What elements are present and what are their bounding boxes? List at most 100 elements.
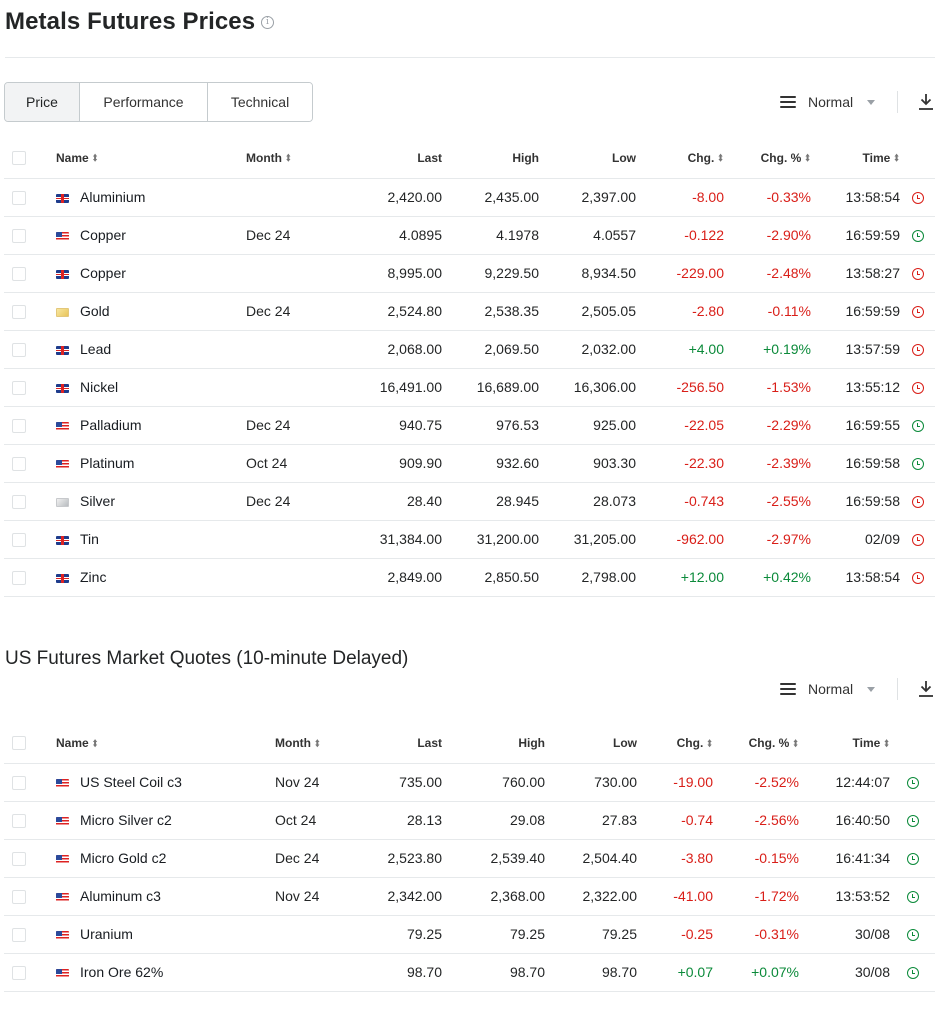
cell-low: 2,322.00 [545, 877, 637, 916]
table-row[interactable]: Silver Dec 24 28.40 28.945 28.073 -0.743 -2.55… [4, 482, 935, 521]
cell-chg-pct: -2.52% [713, 763, 799, 802]
row-checkbox[interactable] [4, 178, 34, 217]
instrument-name-link[interactable]: Copper [80, 265, 126, 281]
table-row[interactable]: Copper Dec 24 4.0895 4.1978 4.0557 -0.122 -2.9… [4, 216, 935, 255]
table-row[interactable]: Iron Ore 62% 98.70 98.70 98.70 +0.07 +0.07% 30… [4, 953, 935, 992]
cell-month: Oct 24 [246, 444, 350, 483]
sort-icon: ⬍ [883, 737, 890, 750]
clock-icon [906, 815, 919, 828]
instrument-name-link[interactable]: Uranium [80, 926, 133, 942]
cell-last: 2,420.00 [350, 178, 442, 217]
header-time[interactable]: Time ⬍ [811, 138, 900, 179]
header-last[interactable]: Last [355, 723, 442, 764]
row-checkbox[interactable] [4, 839, 34, 878]
row-checkbox[interactable] [4, 368, 34, 407]
header-time[interactable]: Time ⬍ [799, 723, 890, 764]
flag-us-icon [56, 779, 69, 788]
header-last[interactable]: Last [350, 138, 442, 179]
instrument-name-link[interactable]: Zinc [80, 569, 107, 585]
cell-time: 16:59:55 [811, 406, 900, 445]
select-all-checkbox[interactable] [4, 723, 34, 764]
header-low[interactable]: Low [539, 138, 636, 179]
instrument-name-link[interactable]: US Steel Coil c3 [80, 774, 182, 790]
row-checkbox[interactable] [4, 877, 34, 916]
row-checkbox[interactable] [4, 763, 34, 802]
tab-bar: Price Performance Technical [4, 82, 313, 122]
instrument-name-link[interactable]: Platinum [80, 455, 135, 471]
row-checkbox[interactable] [4, 444, 34, 483]
header-chg[interactable]: Chg. ⬍ [636, 138, 724, 179]
cell-last: 79.25 [355, 915, 442, 954]
instrument-name-link[interactable]: Silver [80, 493, 116, 509]
info-icon[interactable]: i [261, 16, 274, 29]
table-row[interactable]: Micro Silver c2 Oct 24 28.13 29.08 27.83 -0.7… [4, 801, 935, 840]
select-all-checkbox[interactable] [4, 138, 34, 179]
instrument-name-link[interactable]: Nickel [80, 379, 119, 395]
row-checkbox[interactable] [4, 292, 34, 331]
view-mode-select-us[interactable]: Normal [780, 681, 876, 697]
hamburger-icon [780, 96, 796, 108]
header-high[interactable]: High [442, 138, 539, 179]
instrument-name-link[interactable]: Copper [80, 227, 126, 243]
instrument-name-link[interactable]: Lead [80, 341, 112, 357]
table-row[interactable]: Palladium Dec 24 940.75 976.53 925.00 -22.05-… [4, 406, 935, 445]
download-icon[interactable] [918, 93, 934, 111]
header-high[interactable]: High [442, 723, 545, 764]
instrument-name-link[interactable]: Gold [80, 303, 110, 319]
row-checkbox[interactable] [4, 330, 34, 369]
table-row[interactable]: Gold Dec 24 2,524.80 2,538.35 2,505.05 -2.80-… [4, 292, 935, 331]
table-row[interactable]: Micro Gold c2 Dec 24 2,523.80 2,539.40 2,504… [4, 839, 935, 878]
header-low[interactable]: Low [545, 723, 637, 764]
cell-last: 735.00 [355, 763, 442, 802]
row-checkbox[interactable] [4, 406, 34, 445]
table-row[interactable]: Aluminium 2,420.00 2,435.00 2,397.00 -8.00 -0… [4, 178, 935, 217]
row-checkbox[interactable] [4, 520, 34, 559]
cell-high: 31,200.00 [442, 520, 539, 559]
tab-price[interactable]: Price [5, 83, 80, 121]
row-checkbox[interactable] [4, 254, 34, 293]
table-row[interactable]: Lead 2,068.00 2,069.50 2,032.00 +4.00 +0.19% 1… [4, 330, 935, 369]
instrument-name-link[interactable]: Aluminum c3 [80, 888, 161, 904]
instrument-name-link[interactable]: Iron Ore 62% [80, 964, 164, 980]
tab-technical[interactable]: Technical [208, 83, 312, 121]
instrument-name-link[interactable]: Aluminium [80, 189, 146, 205]
cell-low: 2,397.00 [539, 178, 636, 217]
cell-month [275, 953, 355, 992]
clock-icon [906, 891, 919, 904]
row-checkbox[interactable] [4, 482, 34, 521]
table-row[interactable]: Uranium 79.25 79.25 79.25 -0.25 -0.31% 30/08 [4, 915, 935, 954]
cell-chg: -0.74 [637, 801, 713, 840]
instrument-name-link[interactable]: Tin [80, 531, 99, 547]
cell-chg: +0.07 [637, 953, 713, 992]
table-row[interactable]: Tin 31,384.00 31,200.00 31,205.00 -962.00 -2.… [4, 520, 935, 559]
download-icon[interactable] [918, 680, 934, 698]
tab-performance[interactable]: Performance [80, 83, 208, 121]
table-row[interactable]: Platinum Oct 24 909.90 932.60 903.30 -22.30 -2… [4, 444, 935, 483]
row-checkbox[interactable] [4, 915, 34, 954]
row-checkbox[interactable] [4, 558, 34, 597]
cell-chg-pct: -2.90% [724, 216, 811, 255]
table-row[interactable]: Aluminum c3 Nov 24 2,342.00 2,368.00 2,322.0… [4, 877, 935, 916]
header-name[interactable]: Name ⬍ [56, 138, 246, 179]
row-checkbox[interactable] [4, 216, 34, 255]
table-row[interactable]: Copper 8,995.00 9,229.50 8,934.50 -229.00 -2.… [4, 254, 935, 293]
instrument-name-link[interactable]: Palladium [80, 417, 142, 433]
table-row[interactable]: Zinc 2,849.00 2,850.50 2,798.00 +12.00 +0.42%… [4, 558, 935, 597]
row-checkbox[interactable] [4, 801, 34, 840]
view-mode-select[interactable]: Normal [780, 94, 876, 110]
instrument-name-link[interactable]: Micro Silver c2 [80, 812, 172, 828]
table-row[interactable]: US Steel Coil c3 Nov 24 735.00 760.00 730.00… [4, 763, 935, 802]
instrument-name-link[interactable]: Micro Gold c2 [80, 850, 167, 866]
cell-last: 2,524.80 [350, 292, 442, 331]
cell-chg-pct: +0.42% [724, 558, 811, 597]
header-name[interactable]: Name ⬍ [56, 723, 275, 764]
cell-month [275, 915, 355, 954]
header-chg-pct[interactable]: Chg. % ⬍ [713, 723, 799, 764]
header-chg[interactable]: Chg. ⬍ [637, 723, 713, 764]
header-month[interactable]: Month ⬍ [275, 723, 355, 764]
row-checkbox[interactable] [4, 953, 34, 992]
header-chg-pct[interactable]: Chg. % ⬍ [724, 138, 811, 179]
table-row[interactable]: Nickel 16,491.00 16,689.00 16,306.00 -256.50… [4, 368, 935, 407]
header-month[interactable]: Month ⬍ [246, 138, 350, 179]
cell-time: 12:44:07 [799, 763, 890, 802]
